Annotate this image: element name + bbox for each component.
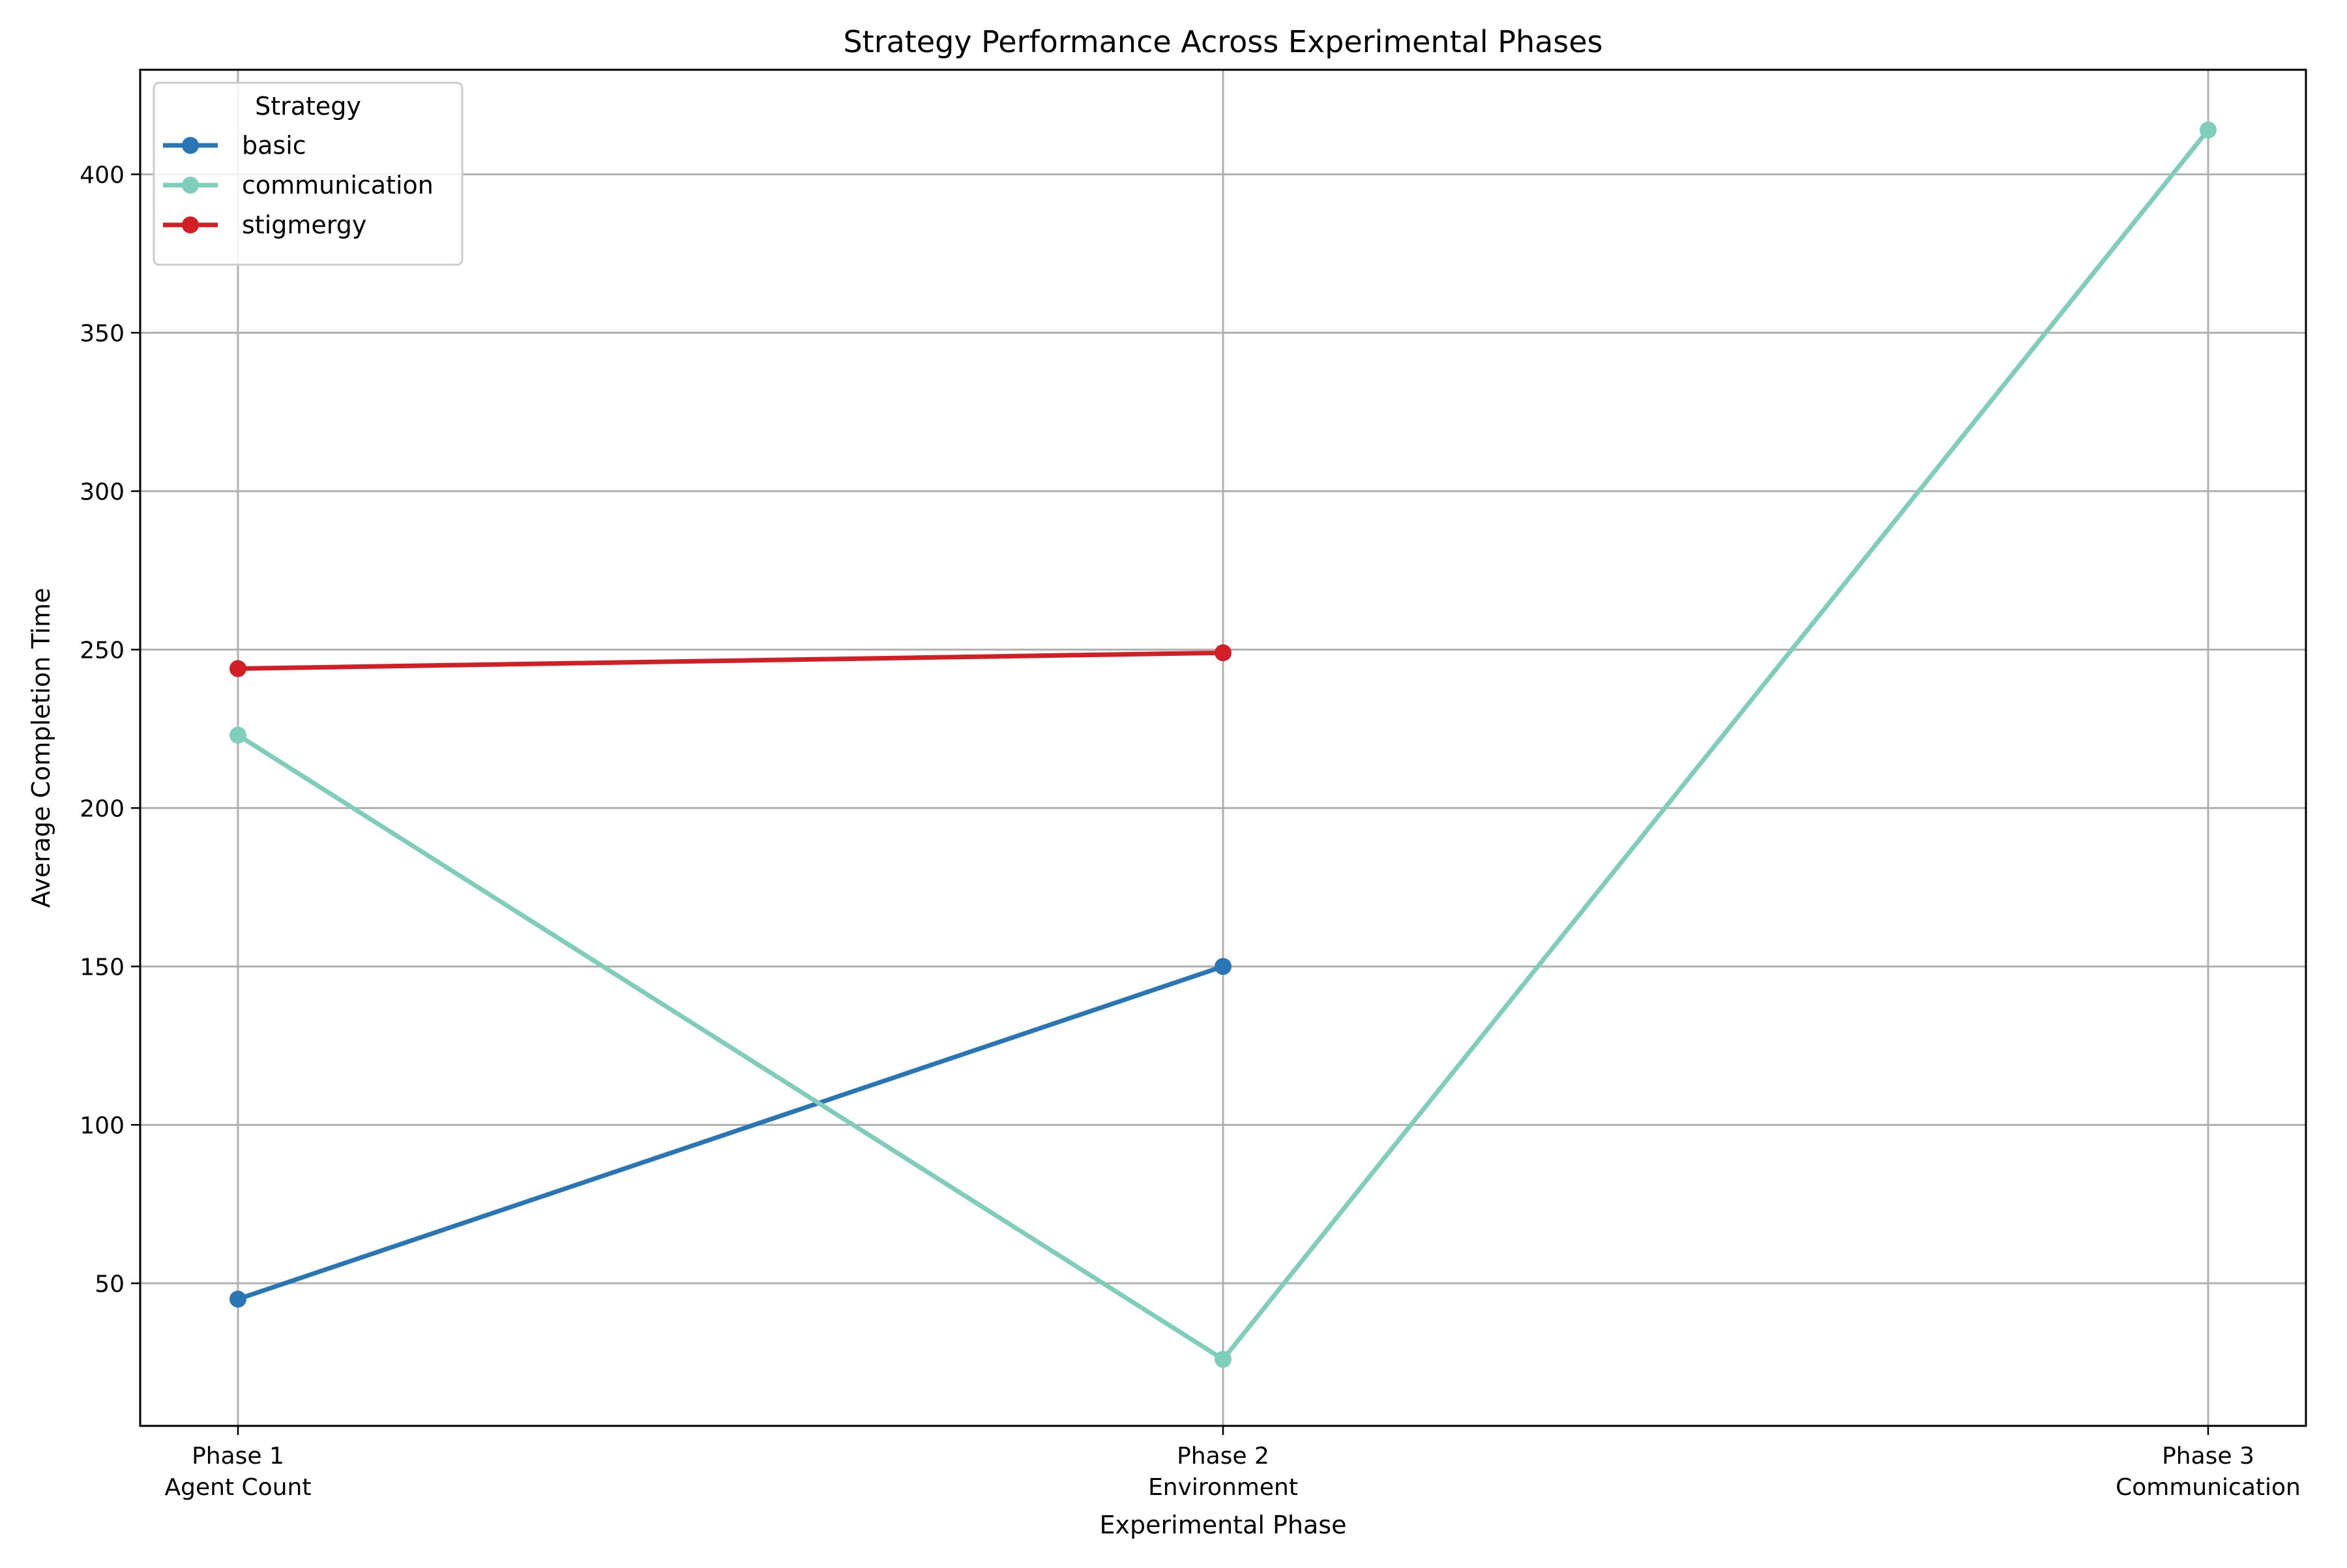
legend-item-stigmergy: stigmergy xyxy=(163,211,366,239)
legend-swatch-marker xyxy=(182,137,199,154)
y-tick-label: 200 xyxy=(80,795,125,822)
y-tick-label: 50 xyxy=(95,1271,125,1297)
y-tick-label: 150 xyxy=(80,954,125,981)
x-tick-label: Communication xyxy=(2116,1474,2301,1501)
data-point-stigmergy xyxy=(1215,644,1232,662)
legend-swatch-marker xyxy=(182,216,199,233)
axes: Phase 1 Agent Count Phase 2 Environment Phas… xyxy=(80,162,2301,1501)
y-tick-label: 250 xyxy=(80,637,125,664)
series-layer xyxy=(229,121,2217,1368)
x-tick-label: Phase 2 xyxy=(1177,1443,1269,1470)
legend-title: Strategy xyxy=(255,92,361,121)
legend-item-basic: basic xyxy=(163,131,306,160)
x-axis-title: Experimental Phase xyxy=(1100,1511,1347,1539)
x-tick-label: Agent Count xyxy=(165,1474,312,1501)
legend-swatch-marker xyxy=(182,177,199,194)
legend-label: stigmergy xyxy=(242,211,366,239)
y-tick-label: 300 xyxy=(80,479,125,505)
data-point-basic xyxy=(229,1290,246,1308)
x-tick-label: Environment xyxy=(1148,1474,1298,1501)
y-axis-title: Average Completion Time xyxy=(27,588,55,908)
series-basic xyxy=(229,958,1232,1308)
legend-label: communication xyxy=(242,171,434,200)
data-point-communication xyxy=(1215,1350,1232,1368)
legend: Strategy basic communication stigmergy xyxy=(153,81,464,266)
series-communication xyxy=(229,121,2217,1368)
y-tick-label: 100 xyxy=(80,1112,125,1139)
legend-box xyxy=(153,81,464,266)
series-line-stigmergy xyxy=(235,650,1226,672)
data-point-communication xyxy=(229,726,246,744)
y-tick-label: 400 xyxy=(80,162,125,188)
series-stigmergy xyxy=(229,644,1232,677)
data-point-basic xyxy=(1215,958,1232,975)
chart-title: Strategy Performance Across Experimental… xyxy=(843,24,1602,59)
x-tick-label: Phase 1 xyxy=(192,1443,284,1470)
legend-label: basic xyxy=(242,131,306,160)
data-point-communication xyxy=(2200,121,2217,139)
x-tick-label: Phase 3 xyxy=(2162,1443,2254,1470)
series-line-basic xyxy=(235,964,1226,1302)
data-point-stigmergy xyxy=(229,660,246,677)
legend-item-communication: communication xyxy=(163,171,434,200)
y-tick-label: 350 xyxy=(80,320,125,347)
